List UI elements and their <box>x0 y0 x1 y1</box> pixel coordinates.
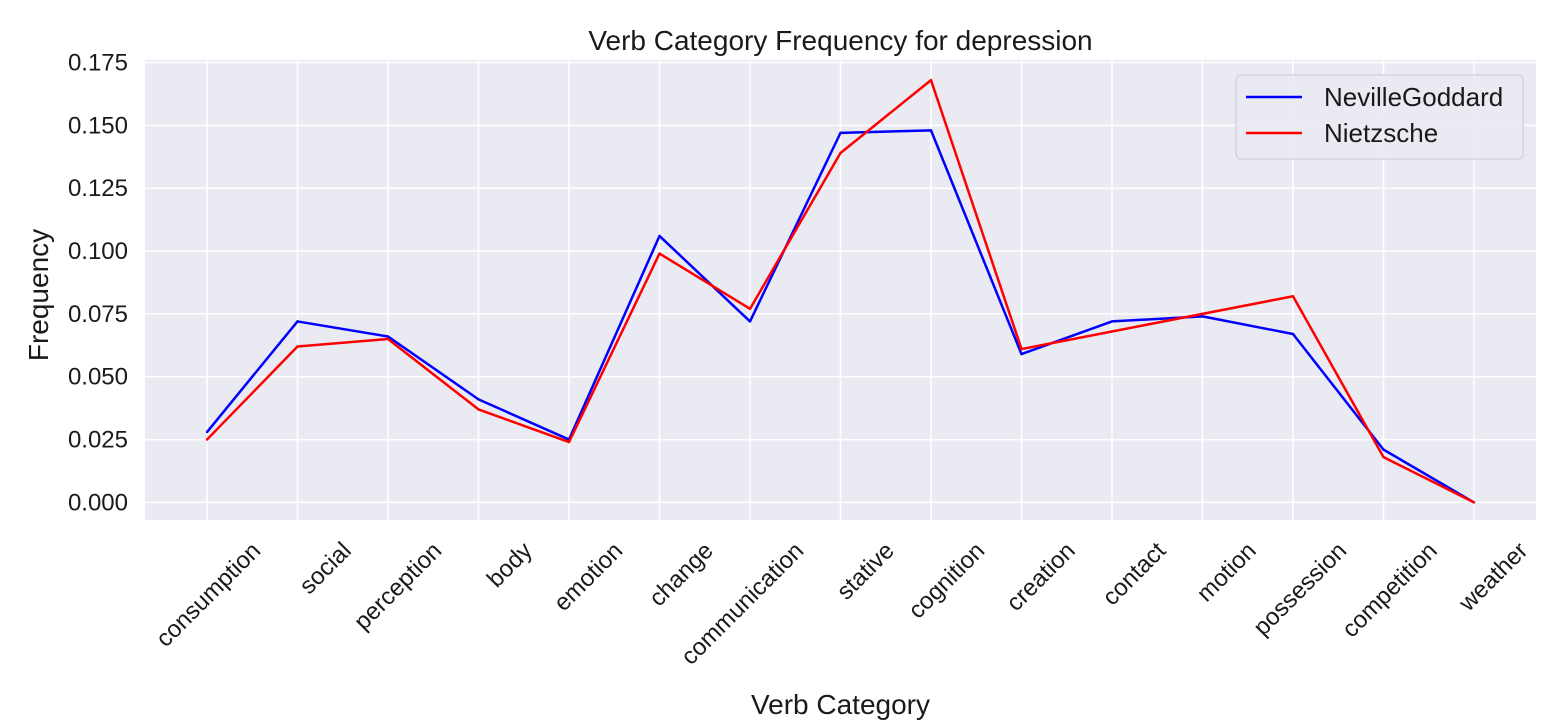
y-tick-label: 0.025 <box>68 427 128 454</box>
y-tick-label: 0.175 <box>68 50 128 77</box>
x-tick-label: weather <box>1453 537 1533 617</box>
data-point-nietzsche <box>929 78 933 82</box>
x-tick-label: change <box>644 537 719 612</box>
x-tick-label: perception <box>349 537 447 635</box>
x-tick-label: competition <box>1337 537 1443 643</box>
x-tick-label: social <box>294 537 356 599</box>
legend: NevilleGoddard Nietzsche <box>1235 74 1524 160</box>
data-point-nietzsche <box>1110 330 1114 333</box>
data-point-nietzsche <box>296 345 299 348</box>
x-tick-label: motion <box>1192 537 1262 607</box>
data-point-nevillegoddard <box>1020 352 1023 356</box>
data-point-nevillegoddard <box>1201 315 1204 318</box>
y-tick-label: 0.100 <box>68 238 128 265</box>
data-point-nietzsche <box>477 408 480 411</box>
y-tick-label: 0.125 <box>68 175 128 202</box>
x-tick-label: body <box>482 537 538 593</box>
chart-title: Verb Category Frequency for depression <box>588 25 1092 56</box>
y-tick-label: 0.075 <box>68 301 128 328</box>
data-point-nevillegoddard <box>748 320 752 323</box>
series-lines <box>205 78 1476 504</box>
data-point-nietzsche <box>567 440 571 444</box>
data-point-nevillegoddard <box>1382 448 1385 451</box>
legend-label-nietzsche: Nietzsche <box>1324 118 1438 148</box>
data-point-nevillegoddard <box>839 131 842 135</box>
data-point-nevillegoddard <box>1291 332 1295 336</box>
x-axis-label: Verb Category <box>751 689 930 720</box>
data-point-nietzsche <box>748 307 752 311</box>
x-tick-label: possession <box>1248 537 1352 641</box>
data-point-nietzsche <box>1291 295 1295 298</box>
y-axis-label: Frequency <box>23 229 54 361</box>
data-point-nietzsche <box>1201 312 1204 316</box>
data-point-nevillegoddard <box>296 320 299 323</box>
data-point-nietzsche <box>386 337 390 341</box>
data-point-nietzsche <box>658 252 661 255</box>
y-tick-label: 0.150 <box>68 112 128 139</box>
legend-label-nevillegoddard: NevilleGoddard <box>1324 82 1503 112</box>
data-point-nevillegoddard <box>205 430 209 434</box>
data-point-nevillegoddard <box>658 234 661 238</box>
legend-box <box>1235 74 1524 160</box>
y-tick-label: 0.000 <box>68 489 128 516</box>
data-point-nietzsche <box>1382 455 1385 459</box>
y-tick-labels: 0.000 0.025 0.050 0.075 0.100 0.125 0.150 0.175 <box>68 50 128 517</box>
data-point-nietzsche <box>839 151 842 155</box>
x-tick-label: cognition <box>903 537 990 624</box>
data-point-nietzsche <box>205 438 209 441</box>
y-tick-label: 0.050 <box>68 364 128 391</box>
x-tick-label: creation <box>1001 537 1080 616</box>
x-tick-label: emotion <box>549 537 628 616</box>
grid-lines <box>145 60 1536 520</box>
x-tick-label: contact <box>1097 537 1171 611</box>
x-tick-label: stative <box>832 537 900 605</box>
data-point-nietzsche <box>1472 501 1476 504</box>
data-point-nevillegoddard <box>929 129 933 132</box>
data-point-nevillegoddard <box>386 335 390 338</box>
x-tick-label: consumption <box>151 537 266 652</box>
data-point-nietzsche <box>1020 347 1023 351</box>
data-point-nevillegoddard <box>1110 320 1114 323</box>
data-point-nevillegoddard <box>477 398 480 401</box>
